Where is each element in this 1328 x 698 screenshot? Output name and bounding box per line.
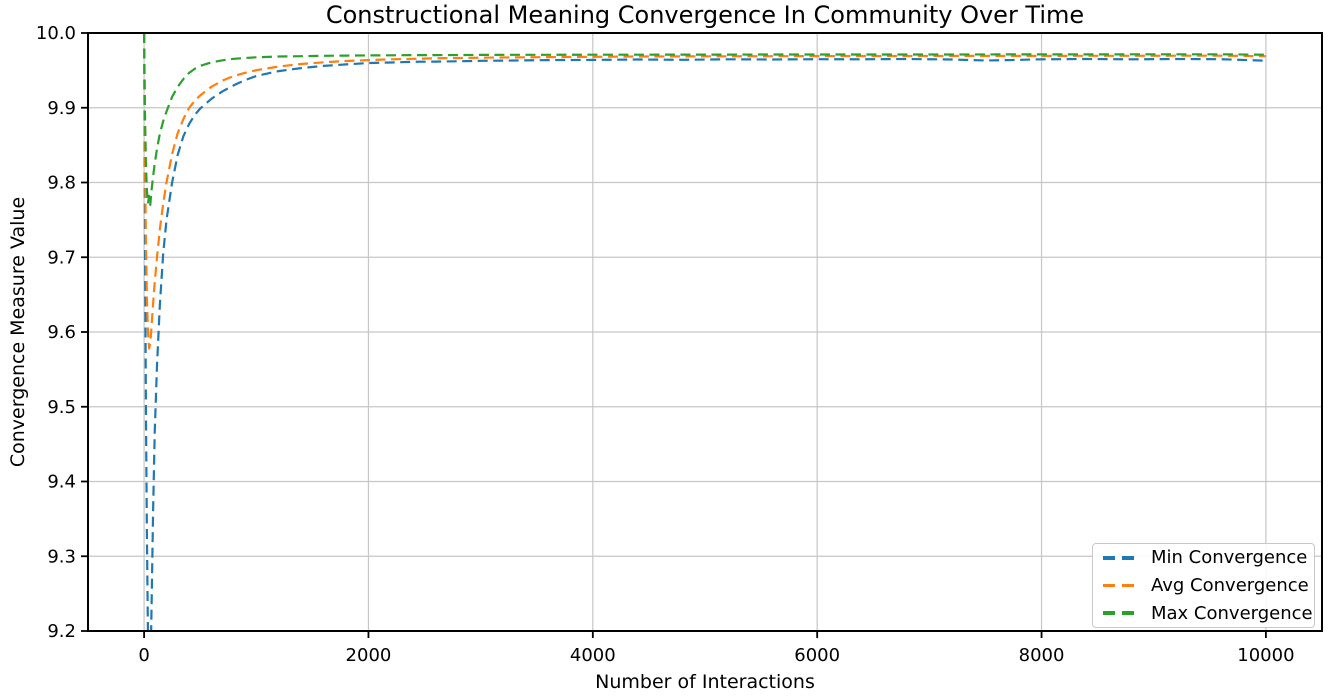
y-tick-label: 9.9 [47, 98, 76, 119]
legend-label-avg: Avg Convergence [1151, 575, 1309, 596]
series-line-min-convergence [143, 33, 1266, 631]
chart-title: Constructional Meaning Convergence In Co… [325, 1, 1085, 29]
legend-label-max: Max Convergence [1151, 602, 1313, 624]
y-tick-label: 9.8 [47, 173, 76, 194]
legend-line-sample-avg [1103, 583, 1134, 588]
series-line-avg-convergence [143, 33, 1266, 350]
x-axis-label: Number of Interactions [595, 671, 815, 693]
x-tick-label: 4000 [570, 645, 616, 666]
x-tick-label: 0 [138, 645, 149, 666]
legend-label-min: Min Convergence [1151, 547, 1308, 569]
series-lines [143, 33, 1266, 631]
tick-marks [81, 32, 1267, 638]
y-tick-label: 9.5 [47, 397, 76, 418]
x-tick-label: 8000 [1019, 645, 1065, 666]
y-tick-label: 9.3 [47, 546, 76, 567]
y-tick-label: 9.6 [47, 322, 76, 343]
legend-item-avg-convergence: Avg Convergence [1103, 574, 1309, 598]
legend: Min Convergence Avg Convergence Max Conv… [1092, 543, 1315, 628]
y-axis-label: Convergence Measure Value [7, 196, 29, 468]
tick-labels: 0 2000 4000 6000 8000 10000 9.2 9.3 9.4 9.5 9.6 9.7… [36, 23, 1295, 666]
y-tick-label: 9.7 [47, 247, 76, 268]
x-tick-label: 2000 [346, 645, 392, 666]
grid-lines [88, 32, 1322, 632]
x-tick-label: 6000 [794, 645, 840, 666]
legend-line-sample-min [1103, 556, 1134, 560]
x-tick-label: 10000 [1237, 645, 1294, 666]
y-tick-label: 10.0 [36, 23, 76, 44]
legend-item-max-convergence: Max Convergence [1103, 601, 1313, 625]
series-line-max-convergence [143, 33, 1266, 206]
legend-item-min-convergence: Min Convergence [1103, 546, 1308, 570]
y-tick-label: 9.2 [47, 621, 76, 642]
legend-line-sample-max [1103, 611, 1134, 615]
y-tick-label: 9.4 [47, 472, 76, 493]
